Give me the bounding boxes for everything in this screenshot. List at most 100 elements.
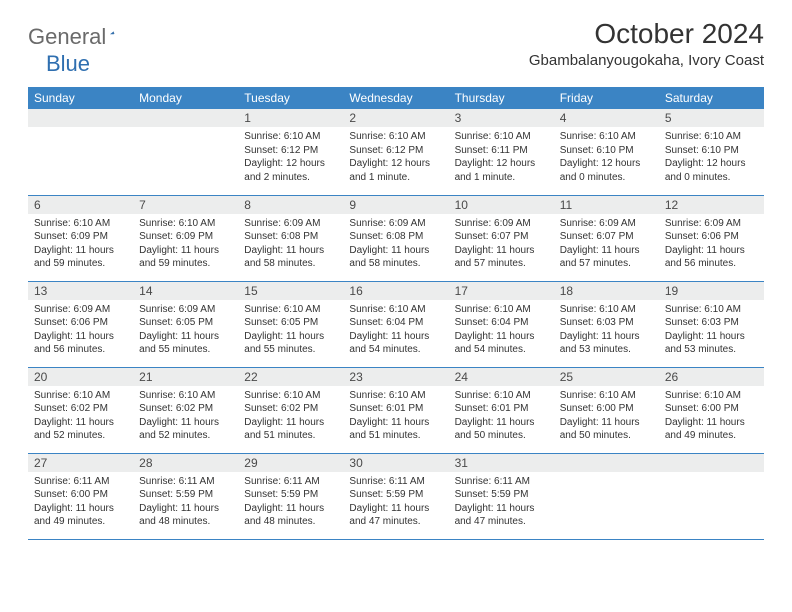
daylight-text: Daylight: 11 hours and 58 minutes. <box>244 244 337 271</box>
day-details: Sunrise: 6:10 AMSunset: 6:11 PMDaylight:… <box>449 127 554 188</box>
day-number: 29 <box>238 454 343 472</box>
sunset-text: Sunset: 6:03 PM <box>560 316 653 330</box>
sunset-text: Sunset: 6:11 PM <box>455 144 548 158</box>
daylight-text: Daylight: 11 hours and 52 minutes. <box>34 416 127 443</box>
calendar-day-cell: 1Sunrise: 6:10 AMSunset: 6:12 PMDaylight… <box>238 109 343 195</box>
day-number: 15 <box>238 282 343 300</box>
calendar-day-cell: 9Sunrise: 6:09 AMSunset: 6:08 PMDaylight… <box>343 195 448 281</box>
sunrise-text: Sunrise: 6:11 AM <box>244 475 337 489</box>
day-details: Sunrise: 6:09 AMSunset: 6:06 PMDaylight:… <box>659 214 764 275</box>
day-details: Sunrise: 6:11 AMSunset: 6:00 PMDaylight:… <box>28 472 133 533</box>
day-number: 10 <box>449 196 554 214</box>
calendar-day-cell: 16Sunrise: 6:10 AMSunset: 6:04 PMDayligh… <box>343 281 448 367</box>
calendar-day-cell <box>659 453 764 539</box>
day-details: Sunrise: 6:09 AMSunset: 6:05 PMDaylight:… <box>133 300 238 361</box>
day-details: Sunrise: 6:10 AMSunset: 6:12 PMDaylight:… <box>343 127 448 188</box>
calendar-week-row: 13Sunrise: 6:09 AMSunset: 6:06 PMDayligh… <box>28 281 764 367</box>
sunrise-text: Sunrise: 6:10 AM <box>244 130 337 144</box>
calendar-day-cell: 2Sunrise: 6:10 AMSunset: 6:12 PMDaylight… <box>343 109 448 195</box>
day-number: 12 <box>659 196 764 214</box>
daylight-text: Daylight: 11 hours and 51 minutes. <box>349 416 442 443</box>
sunset-text: Sunset: 6:02 PM <box>139 402 232 416</box>
day-details: Sunrise: 6:10 AMSunset: 6:01 PMDaylight:… <box>343 386 448 447</box>
sunrise-text: Sunrise: 6:11 AM <box>139 475 232 489</box>
day-details: Sunrise: 6:10 AMSunset: 6:12 PMDaylight:… <box>238 127 343 188</box>
daylight-text: Daylight: 11 hours and 58 minutes. <box>349 244 442 271</box>
sunrise-text: Sunrise: 6:10 AM <box>139 217 232 231</box>
sunrise-text: Sunrise: 6:10 AM <box>349 130 442 144</box>
sunrise-text: Sunrise: 6:10 AM <box>455 389 548 403</box>
day-details <box>28 127 133 177</box>
sunset-text: Sunset: 6:00 PM <box>665 402 758 416</box>
calendar-day-cell <box>554 453 659 539</box>
sunset-text: Sunset: 6:05 PM <box>139 316 232 330</box>
day-details: Sunrise: 6:10 AMSunset: 6:02 PMDaylight:… <box>28 386 133 447</box>
daylight-text: Daylight: 11 hours and 47 minutes. <box>349 502 442 529</box>
calendar-day-cell: 15Sunrise: 6:10 AMSunset: 6:05 PMDayligh… <box>238 281 343 367</box>
day-number: 24 <box>449 368 554 386</box>
calendar-day-cell: 19Sunrise: 6:10 AMSunset: 6:03 PMDayligh… <box>659 281 764 367</box>
day-number: 20 <box>28 368 133 386</box>
sunset-text: Sunset: 6:10 PM <box>665 144 758 158</box>
sunset-text: Sunset: 6:06 PM <box>34 316 127 330</box>
weekday-header: Monday <box>133 87 238 109</box>
sunrise-text: Sunrise: 6:10 AM <box>665 303 758 317</box>
day-number: 23 <box>343 368 448 386</box>
day-details: Sunrise: 6:10 AMSunset: 6:05 PMDaylight:… <box>238 300 343 361</box>
daylight-text: Daylight: 11 hours and 59 minutes. <box>34 244 127 271</box>
sunrise-text: Sunrise: 6:10 AM <box>244 303 337 317</box>
day-number: 19 <box>659 282 764 300</box>
calendar-day-cell: 5Sunrise: 6:10 AMSunset: 6:10 PMDaylight… <box>659 109 764 195</box>
day-number: 14 <box>133 282 238 300</box>
daylight-text: Daylight: 11 hours and 51 minutes. <box>244 416 337 443</box>
daylight-text: Daylight: 12 hours and 1 minute. <box>349 157 442 184</box>
day-number <box>133 109 238 127</box>
daylight-text: Daylight: 11 hours and 52 minutes. <box>139 416 232 443</box>
sunrise-text: Sunrise: 6:11 AM <box>455 475 548 489</box>
sunrise-text: Sunrise: 6:10 AM <box>560 303 653 317</box>
day-details: Sunrise: 6:10 AMSunset: 6:02 PMDaylight:… <box>238 386 343 447</box>
day-details: Sunrise: 6:10 AMSunset: 6:04 PMDaylight:… <box>449 300 554 361</box>
daylight-text: Daylight: 11 hours and 55 minutes. <box>139 330 232 357</box>
sunrise-text: Sunrise: 6:10 AM <box>560 389 653 403</box>
day-number: 25 <box>554 368 659 386</box>
sunrise-text: Sunrise: 6:10 AM <box>244 389 337 403</box>
calendar-body: 1Sunrise: 6:10 AMSunset: 6:12 PMDaylight… <box>28 109 764 539</box>
sunrise-text: Sunrise: 6:10 AM <box>139 389 232 403</box>
day-number: 16 <box>343 282 448 300</box>
calendar-week-row: 27Sunrise: 6:11 AMSunset: 6:00 PMDayligh… <box>28 453 764 539</box>
sunset-text: Sunset: 6:01 PM <box>455 402 548 416</box>
sunset-text: Sunset: 6:09 PM <box>34 230 127 244</box>
day-details: Sunrise: 6:10 AMSunset: 6:01 PMDaylight:… <box>449 386 554 447</box>
day-details: Sunrise: 6:09 AMSunset: 6:07 PMDaylight:… <box>449 214 554 275</box>
daylight-text: Daylight: 11 hours and 54 minutes. <box>349 330 442 357</box>
day-details <box>554 472 659 522</box>
sunset-text: Sunset: 6:09 PM <box>139 230 232 244</box>
sunset-text: Sunset: 6:12 PM <box>244 144 337 158</box>
weekday-header: Sunday <box>28 87 133 109</box>
day-details <box>133 127 238 177</box>
calendar-day-cell: 11Sunrise: 6:09 AMSunset: 6:07 PMDayligh… <box>554 195 659 281</box>
day-number: 1 <box>238 109 343 127</box>
sunrise-text: Sunrise: 6:09 AM <box>244 217 337 231</box>
calendar-day-cell: 8Sunrise: 6:09 AMSunset: 6:08 PMDaylight… <box>238 195 343 281</box>
day-details: Sunrise: 6:11 AMSunset: 5:59 PMDaylight:… <box>343 472 448 533</box>
day-number: 9 <box>343 196 448 214</box>
calendar-day-cell: 24Sunrise: 6:10 AMSunset: 6:01 PMDayligh… <box>449 367 554 453</box>
daylight-text: Daylight: 11 hours and 53 minutes. <box>665 330 758 357</box>
day-number: 6 <box>28 196 133 214</box>
calendar-day-cell: 3Sunrise: 6:10 AMSunset: 6:11 PMDaylight… <box>449 109 554 195</box>
sunset-text: Sunset: 6:02 PM <box>244 402 337 416</box>
calendar-day-cell: 23Sunrise: 6:10 AMSunset: 6:01 PMDayligh… <box>343 367 448 453</box>
day-number: 7 <box>133 196 238 214</box>
calendar-day-cell: 13Sunrise: 6:09 AMSunset: 6:06 PMDayligh… <box>28 281 133 367</box>
day-details: Sunrise: 6:10 AMSunset: 6:00 PMDaylight:… <box>554 386 659 447</box>
calendar-page: General October 2024 Gbambalanyougokaha,… <box>0 0 792 558</box>
day-number: 11 <box>554 196 659 214</box>
day-number: 17 <box>449 282 554 300</box>
calendar-day-cell: 12Sunrise: 6:09 AMSunset: 6:06 PMDayligh… <box>659 195 764 281</box>
sunset-text: Sunset: 5:59 PM <box>139 488 232 502</box>
sunrise-text: Sunrise: 6:10 AM <box>349 389 442 403</box>
sunrise-text: Sunrise: 6:09 AM <box>34 303 127 317</box>
day-number <box>554 454 659 472</box>
